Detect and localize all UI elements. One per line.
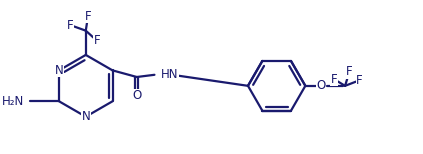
Text: F: F bbox=[93, 34, 100, 47]
Text: F: F bbox=[85, 10, 91, 23]
Text: O: O bbox=[132, 89, 141, 102]
Text: F: F bbox=[331, 73, 338, 86]
Text: O: O bbox=[316, 79, 325, 92]
Text: F: F bbox=[346, 65, 353, 78]
Text: F: F bbox=[356, 74, 363, 87]
Text: F: F bbox=[67, 19, 74, 32]
Text: N: N bbox=[55, 64, 63, 77]
Text: N: N bbox=[81, 110, 90, 123]
Text: HN: HN bbox=[161, 68, 179, 81]
Text: H₂N: H₂N bbox=[1, 95, 24, 108]
